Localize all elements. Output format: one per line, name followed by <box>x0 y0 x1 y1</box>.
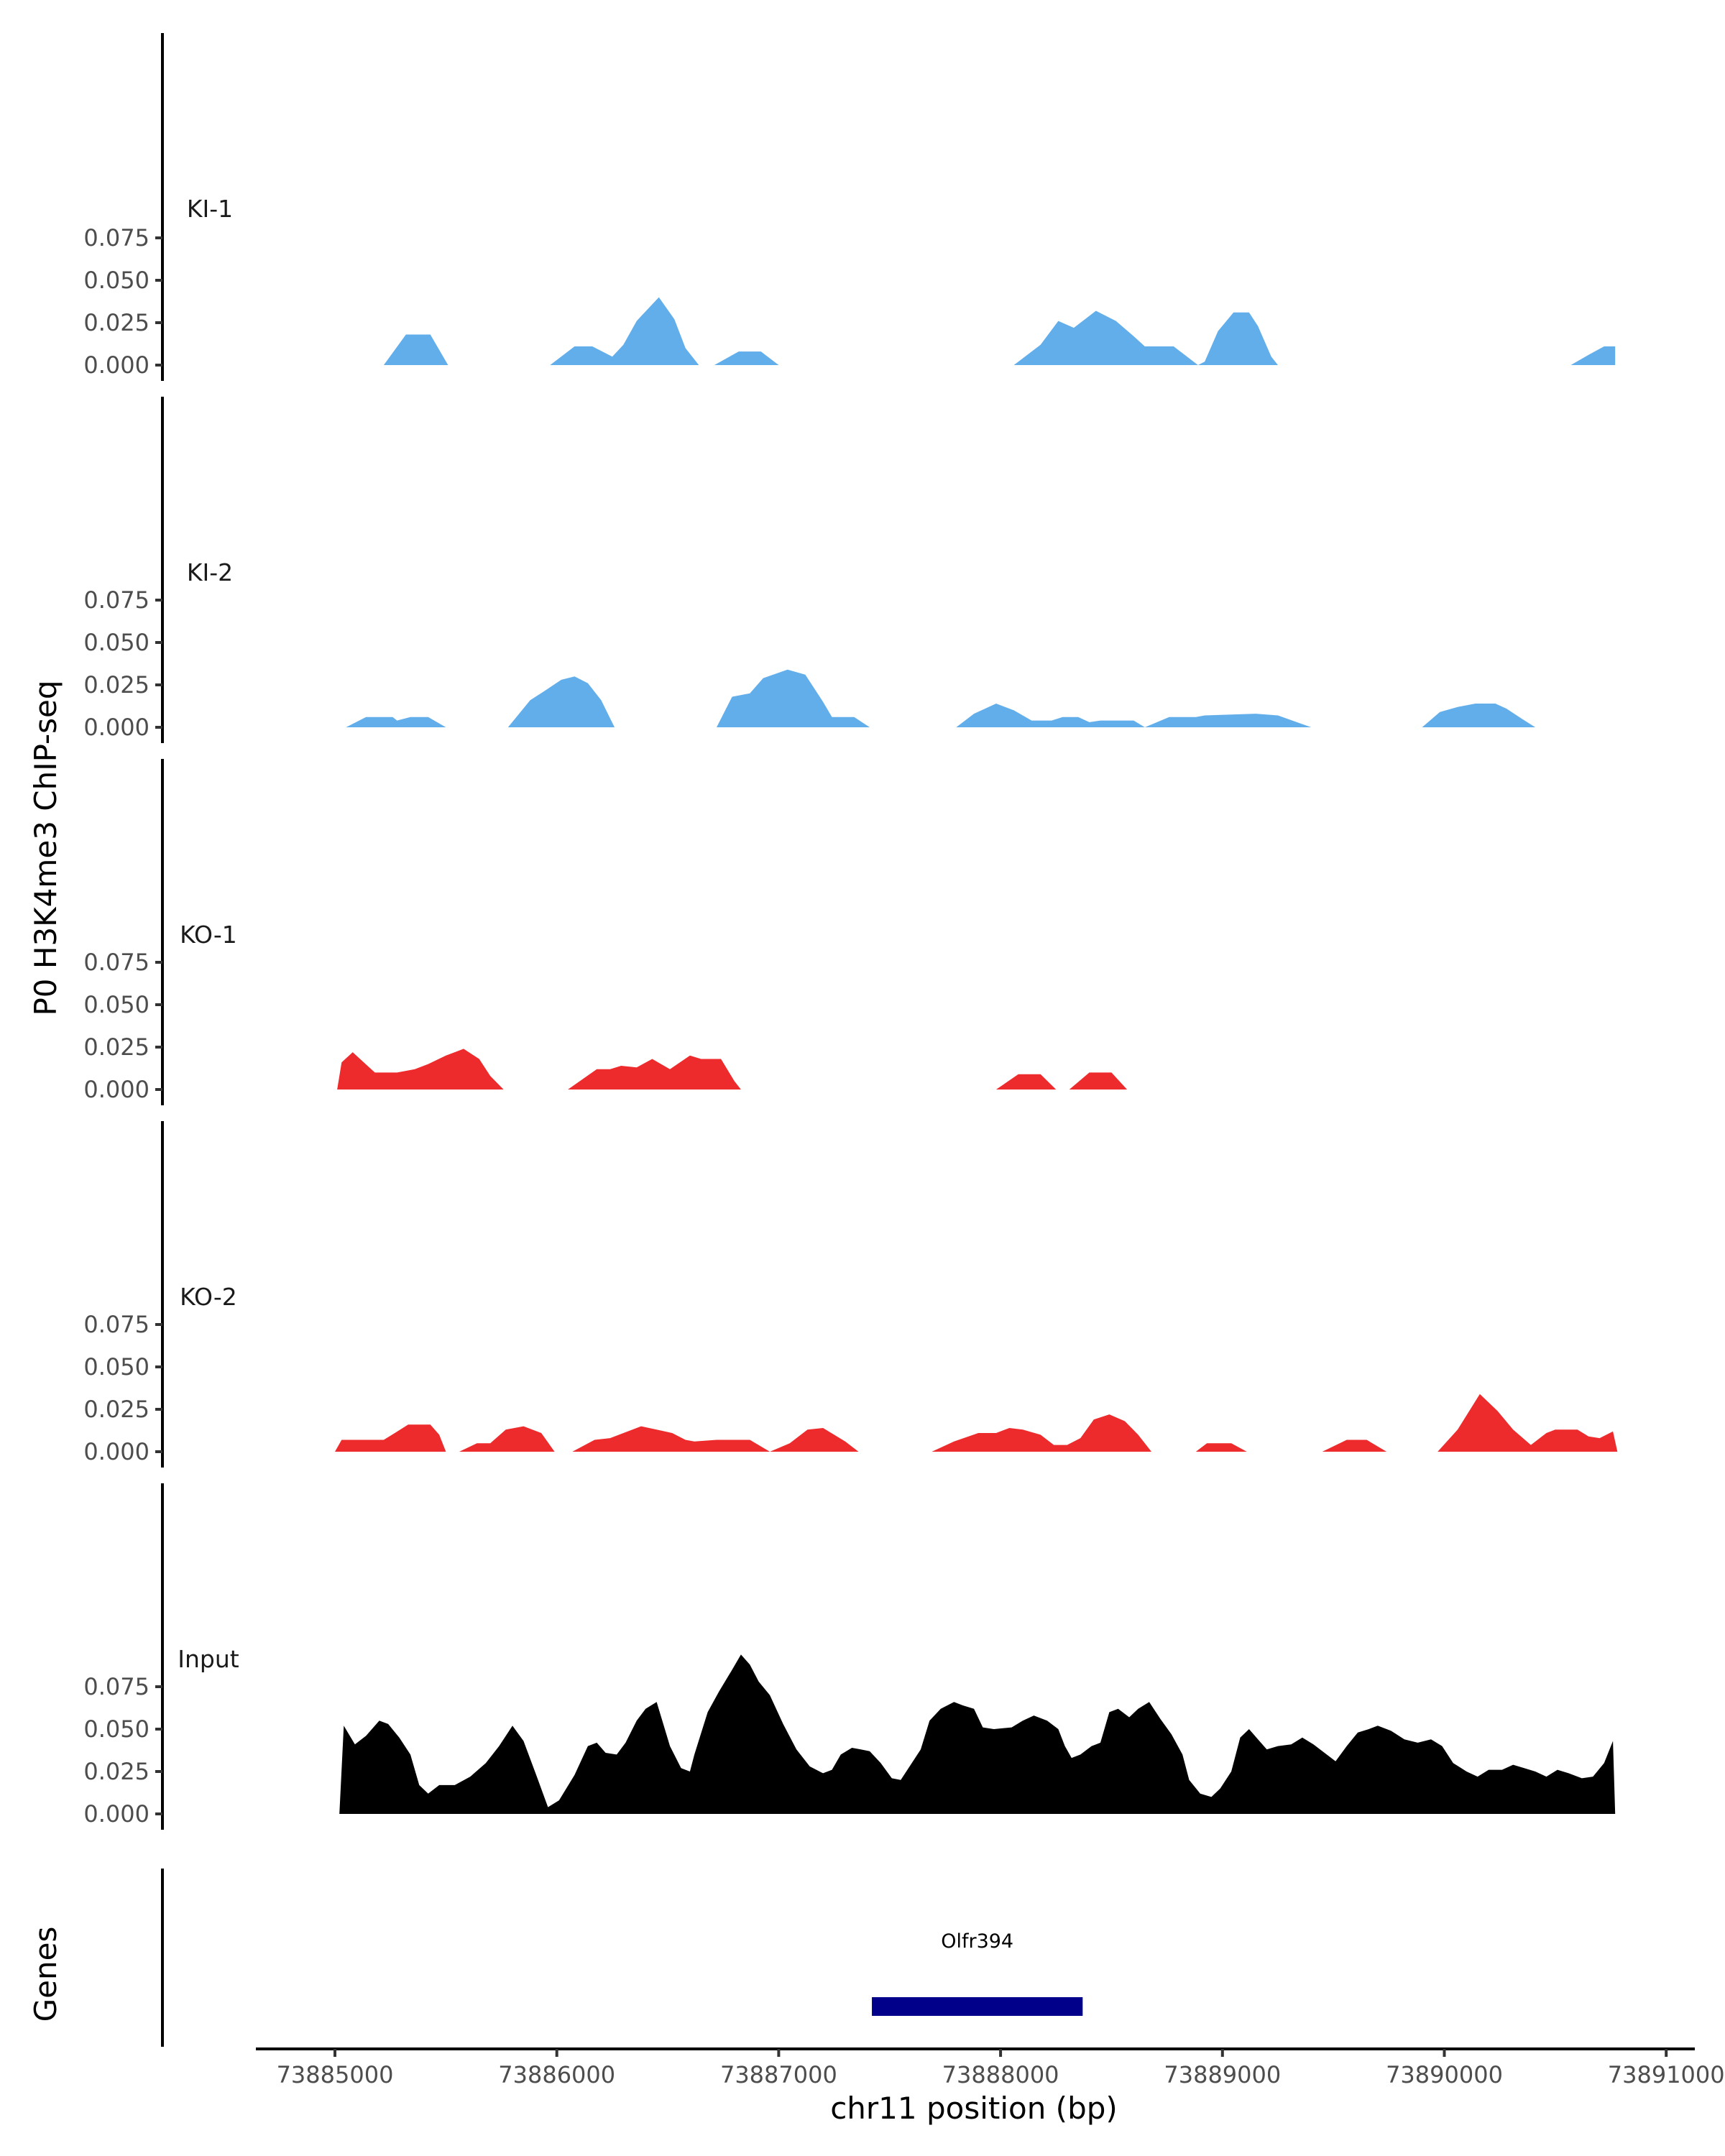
track-label: KI-1 <box>187 195 233 223</box>
y-tick-label: 0.050 <box>83 267 150 294</box>
track-ki-2: 0.000 0.025 0.050 0.075 KI-2 <box>83 397 1536 743</box>
y-axis-title: P0 H3K4me3 ChIP-seq <box>28 680 63 1015</box>
signal-area-ko-2-7 <box>1438 1393 1618 1452</box>
track-panels: 0.0000.0250.0500.075KI-10.0000.0250.0500… <box>83 33 1618 1830</box>
y-tick-label: 0.000 <box>83 1076 150 1103</box>
signal-area-ki-1-3 <box>714 351 779 365</box>
y-tick-label: 0.075 <box>83 224 150 252</box>
track-ko-2: 0.000 0.025 0.050 0.075 KO-2 <box>83 1121 1618 1468</box>
x-axis-title: chr11 position (bp) <box>830 2091 1118 2126</box>
y-tick-label: 0.000 <box>83 714 150 741</box>
signal-area-ko-2-5 <box>1195 1443 1247 1452</box>
signal-area-ko-2-2 <box>459 1426 555 1452</box>
y-tick-label: 0.050 <box>83 1353 150 1381</box>
y-tick-label: 0.000 <box>83 1438 150 1465</box>
gene-label: Olfr394 <box>941 1930 1013 1953</box>
signal-area-ko-2-4 <box>932 1414 1151 1452</box>
signal-area-input-1 <box>339 1654 1616 1814</box>
y-tick-label: 0.050 <box>83 991 150 1018</box>
track-ko-1: 0.000 0.025 0.050 0.075 KO-1 <box>83 759 1128 1105</box>
signal-area-ki-1-2 <box>550 297 699 365</box>
signal-area-ki-1-1 <box>383 334 448 365</box>
signal-area-ko-1-4 <box>1069 1072 1128 1089</box>
track-label: KI-2 <box>187 558 233 586</box>
track-input: 0.000 0.025 0.050 0.075 Input <box>83 1483 1616 1830</box>
y-tick-label: 0.025 <box>83 1758 150 1785</box>
gene-bar <box>872 1997 1083 2016</box>
y-tick-label: 0.025 <box>83 1033 150 1061</box>
genes-panel: Olfr394 <box>161 1869 1083 2047</box>
signal-area-ko-1-2 <box>568 1055 741 1089</box>
track-label: Input <box>178 1645 239 1673</box>
signal-area-ki-2-5 <box>1422 704 1536 727</box>
signal-area-ko-2-1 <box>335 1424 446 1452</box>
signal-area-ki-2-4 <box>956 704 1312 727</box>
signal-area-ki-2-3 <box>717 669 870 727</box>
y-tick-label: 0.000 <box>83 1800 150 1828</box>
track-ki-1: 0.000 0.025 0.050 0.075 KI-1 <box>83 33 1616 381</box>
x-tick-label: 73891000 <box>1608 2061 1725 2088</box>
signal-area-ko-2-3 <box>572 1426 859 1452</box>
signal-area-ki-1-4 <box>1013 310 1278 365</box>
y-tick-label: 0.075 <box>83 1311 150 1338</box>
x-tick-label: 73887000 <box>720 2061 837 2088</box>
track-label: KO-2 <box>180 1283 237 1311</box>
signal-area-ki-2-1 <box>346 717 446 727</box>
signal-area-ko-1-1 <box>337 1049 504 1089</box>
signal-area-ko-1-3 <box>995 1074 1057 1089</box>
y-tick-label: 0.025 <box>83 671 150 699</box>
x-axis: 73885000 73886000 73887000 73888000 73889000… <box>256 2047 1725 2088</box>
y-tick-label: 0.000 <box>83 351 150 379</box>
x-tick-label: 73886000 <box>498 2061 615 2088</box>
y-tick-label: 0.050 <box>83 1715 150 1743</box>
genes-axis-title: Genes <box>28 1927 63 2022</box>
track-label: KO-1 <box>180 921 237 949</box>
y-tick-label: 0.075 <box>83 586 150 614</box>
y-tick-label: 0.075 <box>83 1673 150 1700</box>
y-tick-label: 0.025 <box>83 1396 150 1423</box>
y-tick-label: 0.050 <box>83 629 150 656</box>
signal-area-ko-2-6 <box>1322 1439 1387 1452</box>
x-tick-label: 73890000 <box>1386 2061 1503 2088</box>
y-tick-label: 0.075 <box>83 949 150 976</box>
signal-area-ki-1-5 <box>1570 346 1616 365</box>
x-tick-label: 73885000 <box>277 2061 394 2088</box>
x-tick-label: 73888000 <box>942 2061 1059 2088</box>
x-tick-label: 73889000 <box>1164 2061 1281 2088</box>
y-tick-label: 0.025 <box>83 309 150 336</box>
signal-area-ki-2-2 <box>507 676 615 727</box>
